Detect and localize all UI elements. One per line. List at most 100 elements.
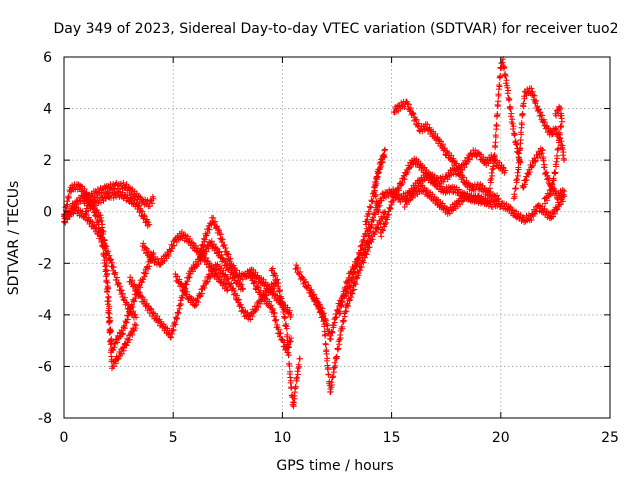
data-point	[323, 350, 330, 357]
data-point	[552, 110, 559, 117]
data-point	[554, 106, 561, 113]
data-point	[238, 304, 245, 311]
data-point	[85, 214, 92, 221]
data-point	[271, 310, 278, 317]
data-point	[503, 77, 510, 84]
data-point	[544, 197, 551, 204]
data-point	[203, 254, 209, 261]
data-point	[209, 270, 216, 277]
y-tick-label: 6	[43, 50, 52, 66]
data-point	[220, 267, 227, 274]
data-point	[135, 202, 142, 209]
data-point	[147, 305, 154, 312]
data-point	[410, 110, 417, 117]
data-point	[275, 280, 282, 287]
data-point	[221, 257, 228, 264]
x-tick-label: 10	[273, 430, 291, 446]
data-point	[424, 121, 431, 128]
data-point	[314, 298, 321, 305]
data-point	[305, 283, 312, 290]
data-point	[354, 260, 361, 267]
x-tick-label: 5	[169, 430, 178, 446]
data-point	[406, 164, 413, 171]
data-point	[233, 267, 240, 274]
data-point	[230, 262, 237, 269]
data-point	[212, 218, 219, 225]
data-point	[380, 152, 387, 159]
data-point	[506, 96, 513, 103]
data-point	[502, 167, 509, 174]
data-point	[120, 290, 126, 297]
data-point	[120, 330, 126, 337]
data-point	[457, 166, 464, 172]
data-point	[277, 330, 284, 337]
data-point	[549, 184, 556, 191]
data-point	[115, 355, 122, 362]
data-point	[101, 253, 107, 260]
data-point	[369, 236, 376, 243]
data-point	[171, 242, 178, 249]
data-point	[170, 326, 177, 333]
data-point	[136, 193, 142, 200]
data-point	[379, 155, 386, 162]
data-point	[205, 245, 212, 252]
data-point	[167, 248, 174, 255]
data-point	[547, 191, 554, 198]
data-point	[384, 216, 391, 223]
data-point	[520, 184, 527, 191]
data-point	[128, 196, 134, 203]
data-point	[325, 364, 331, 371]
data-point	[366, 211, 373, 218]
data-point	[219, 236, 226, 243]
data-point	[180, 286, 187, 293]
data-point	[444, 176, 451, 183]
data-point	[415, 120, 422, 127]
data-point	[292, 266, 299, 272]
data-point	[146, 263, 153, 270]
data-point	[272, 272, 279, 279]
data-point	[534, 103, 541, 110]
data-point	[540, 157, 547, 164]
data-point	[461, 164, 468, 171]
y-tick-label: 4	[43, 102, 52, 118]
data-point	[118, 350, 125, 357]
data-point	[140, 240, 147, 247]
data-point	[111, 344, 118, 351]
data-point	[269, 305, 276, 312]
data-point	[107, 256, 114, 263]
tick-labels: 0 5 10 15 20 25 -8 -6 -4 -2 0 2 4 6	[38, 50, 619, 446]
data-point	[121, 294, 128, 301]
data-point	[343, 280, 350, 287]
data-point	[440, 178, 447, 185]
data-point	[504, 84, 511, 91]
data-point	[356, 254, 363, 261]
data-point	[476, 181, 482, 188]
data-point	[143, 270, 150, 277]
data-point	[104, 301, 111, 308]
data-point	[189, 268, 196, 275]
data-point	[198, 248, 205, 255]
series-o	[362, 146, 388, 228]
data-point	[460, 174, 467, 181]
data-point	[367, 204, 374, 211]
data-point	[237, 301, 244, 308]
data-point	[249, 274, 256, 280]
data-point	[192, 302, 198, 309]
data-point	[519, 110, 526, 117]
data-point	[106, 318, 113, 325]
data-point	[530, 92, 537, 98]
data-point	[508, 110, 515, 117]
data-point	[378, 233, 385, 240]
data-point	[123, 319, 130, 326]
data-point	[183, 291, 190, 298]
data-point	[103, 243, 110, 250]
data-point	[324, 322, 331, 329]
data-point	[362, 221, 369, 228]
data-point	[123, 342, 130, 349]
data-point	[206, 226, 213, 233]
data-point	[107, 328, 114, 335]
y-tick-label: -4	[38, 308, 52, 324]
data-point	[102, 266, 109, 273]
data-point	[390, 194, 397, 201]
data-point	[348, 270, 355, 277]
